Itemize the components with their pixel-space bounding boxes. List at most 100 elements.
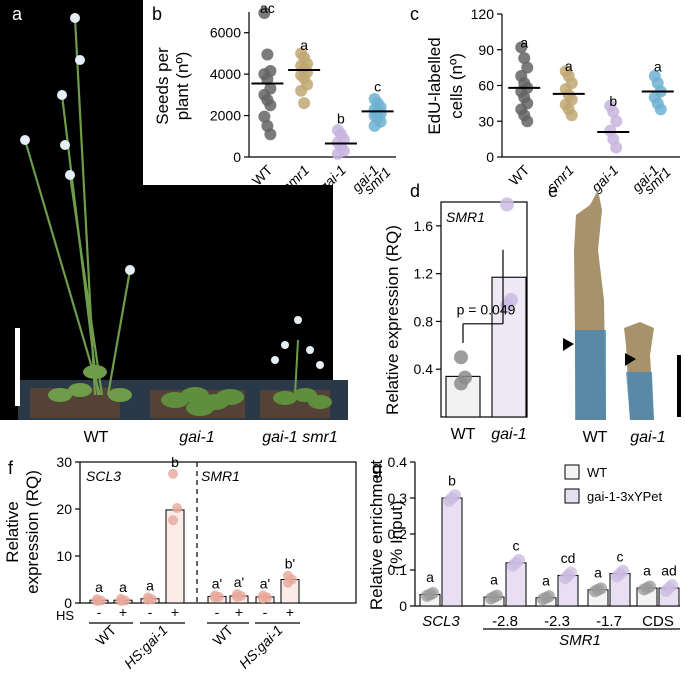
panel-g-ytick-label: 0.1 — [388, 562, 408, 578]
panel-g-sig-letter-gai: ad — [661, 563, 677, 579]
panel-f-group-label: WT — [92, 621, 119, 648]
wt-flower — [75, 55, 85, 65]
gai-smr1-stem — [294, 339, 299, 396]
panel-g-ytick-label: 0 — [399, 598, 407, 614]
root-gai-arrowhead — [625, 353, 636, 366]
panel-a-letter: a — [12, 4, 23, 24]
panel-d-ytick-label: 1.6 — [414, 218, 434, 234]
panel-d-ytick-label: 1.2 — [414, 266, 434, 282]
root-wt-arrowhead — [563, 338, 574, 351]
panel-e-scale-bar — [677, 355, 681, 417]
panel-g-sig-letter-wt: a — [426, 569, 434, 585]
panel-e-letter: e — [548, 181, 558, 201]
panel-c-xlabel: gai-1 — [588, 162, 621, 195]
root-gai-stain — [626, 372, 654, 420]
gai-smr1-leaf — [273, 391, 297, 405]
gai-leaf — [216, 389, 244, 405]
panel-a-label-wt: WT — [84, 429, 109, 446]
panel-d-ytick-label: 0.4 — [414, 361, 434, 377]
panel-d-point — [454, 376, 468, 391]
panel-c-ytick-label: 0 — [486, 149, 494, 165]
panel-d-point — [500, 197, 514, 212]
panel-g-legend-swatch — [564, 464, 580, 480]
panel-g-point-wt — [543, 590, 555, 603]
root-wt-stain — [575, 330, 606, 420]
panel-b-point — [264, 99, 277, 112]
gai-smr1-leaf — [308, 395, 332, 409]
panel-c-point — [607, 105, 620, 118]
panel-d-title: SMR1 — [446, 209, 485, 225]
panel-g-xlabel: SCL3 — [422, 613, 460, 630]
panel-c-point — [515, 41, 528, 54]
panel-f-ytick-label: 10 — [56, 548, 72, 564]
panel-f-sig-letter: a — [146, 577, 154, 593]
panel-f-ylabel-line1: Relative — [3, 501, 22, 562]
panel-b-ylabel-line2: plant (nº) — [173, 52, 192, 121]
panel-g-point-gai — [449, 489, 461, 502]
wt-leaf — [83, 365, 107, 379]
panel-a-scale-bar — [15, 328, 20, 406]
panel-b-point — [331, 147, 344, 160]
panel-g-ylabel-line2: (% Input) — [387, 501, 406, 570]
panel-b-ytick-label: 6000 — [210, 25, 241, 41]
panel-f-sign: - — [215, 604, 220, 620]
panel-e-label-gai: gai-1 — [630, 429, 666, 446]
panel-c-point — [565, 109, 578, 122]
panel-g-sig-letter-wt: a — [542, 572, 550, 588]
panel-g-xgroup-label: SMR1 — [559, 632, 601, 649]
gai-leaf — [181, 387, 209, 403]
panel-g-point-gai — [666, 579, 678, 592]
panel-g-ytick-label: 0.4 — [388, 454, 408, 470]
gai-smr1-flower — [306, 346, 314, 354]
panel-f-point — [258, 593, 268, 604]
panel-d-p-value: p = 0.049 — [457, 301, 516, 317]
panel-f-gene-smr1: SMR1 — [201, 468, 240, 484]
panel-a: a WT gai-1 gai-1 smr1 — [0, 0, 423, 446]
panel-c-sig-letter: b — [609, 93, 617, 109]
panel-g-point-wt — [644, 580, 656, 593]
panel-f-letter: f — [8, 458, 14, 478]
panel-b-ytick-label: 2000 — [210, 108, 241, 124]
wt-stem — [23, 139, 102, 396]
panel-b-sig-letter: a — [300, 37, 308, 53]
gai-smr1-flower — [294, 316, 302, 324]
panel-c-sig-letter: a — [654, 58, 662, 74]
panel-d: 0.4 0.8 1.2 1.6 WT gai-1 p = 0.049 SMR1 d Relativ… — [383, 181, 528, 443]
panel-f-ytick-label: 0 — [64, 595, 72, 611]
panel-f-sign: + — [171, 604, 179, 620]
panel-c-sig-letter: a — [520, 34, 528, 50]
panel-b-letter: b — [152, 4, 162, 24]
panel-d-point — [454, 350, 468, 365]
panel-g-sig-letter-gai: cd — [561, 550, 576, 566]
panel-f-sign: + — [286, 604, 294, 620]
panel-b-sig-letter: ac — [260, 0, 275, 16]
panel-c-point — [654, 103, 667, 116]
panel-b-point — [368, 119, 381, 132]
wt-flower — [70, 13, 80, 23]
panel-f-group-label: HS:gai-1 — [121, 622, 171, 672]
panel-b: 0200040006000acWTasmr1bgai-1cgai-1smr1bS… — [152, 0, 396, 197]
panel-f-sig-letter: b — [171, 454, 179, 470]
panel-g-bar-gai — [441, 497, 463, 607]
panel-c-point — [610, 141, 623, 154]
panel-f-point — [232, 591, 242, 602]
panel-f-ylabel-line2: expression (RQ) — [23, 470, 42, 594]
panel-f-sign: + — [235, 604, 243, 620]
panel-g-point-wt — [491, 589, 503, 602]
panel-f-sig-letter: a — [95, 579, 103, 595]
panel-g-ytick-label: 0.2 — [388, 526, 408, 542]
panel-f-point — [143, 594, 153, 605]
panel-g-ylabel-line1: Relative enrichment — [367, 460, 386, 611]
gai-smr1-flower — [316, 361, 324, 369]
panel-f-sign: + — [119, 604, 127, 620]
panel-f-point — [283, 577, 293, 588]
panel-c-ytick-label: 120 — [471, 6, 495, 22]
wt-flower — [60, 140, 70, 150]
wt-flower — [65, 170, 75, 180]
panel-e: e WT gai-1 — [548, 181, 681, 446]
panel-f-sig-letter: a' — [234, 574, 244, 590]
